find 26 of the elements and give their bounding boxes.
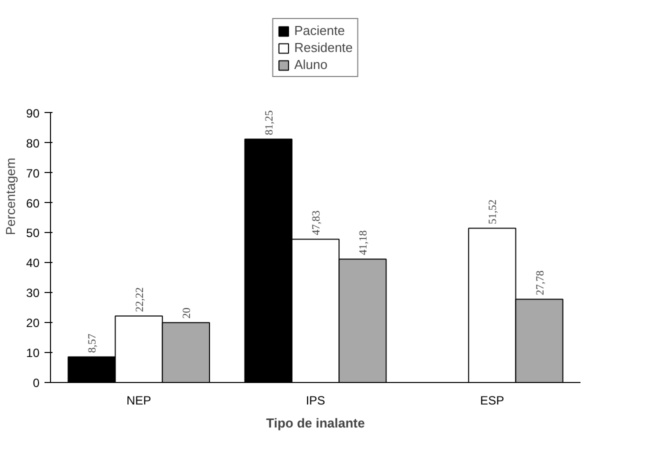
data-label: 81,25	[263, 110, 276, 136]
x-tick-label: NEP	[126, 394, 152, 408]
data-label: 41,18	[358, 230, 370, 256]
y-tick-label: 80	[26, 136, 40, 150]
legend-label: Paciente	[294, 23, 345, 38]
y-tick-label: 20	[26, 316, 40, 330]
x-axis-title: Tipo de inalante	[266, 416, 365, 430]
legend-label: Aluno	[294, 57, 328, 72]
data-label: 22,22	[134, 287, 146, 312]
x-tick-label: ESP	[480, 394, 504, 408]
y-tick-label: 0	[32, 376, 40, 390]
data-label: 8,57	[86, 333, 99, 353]
data-label: 47,83	[310, 210, 322, 236]
data-label: 27,78	[534, 270, 546, 296]
y-tick-label: 30	[26, 286, 40, 300]
x-tick-label: IPS	[306, 394, 326, 408]
y-tick-label: 10	[26, 346, 40, 360]
y-tick-label: 40	[26, 256, 40, 270]
data-label: 20	[180, 307, 193, 319]
legend-label: Residente	[294, 40, 353, 55]
data-label: 51,52	[487, 199, 500, 224]
y-tick-label: 70	[26, 166, 40, 180]
y-tick-label: 50	[26, 226, 40, 240]
y-tick-label: 90	[26, 106, 40, 120]
y-axis-title: Percentagem	[3, 158, 18, 236]
y-tick-label: 60	[26, 196, 40, 210]
